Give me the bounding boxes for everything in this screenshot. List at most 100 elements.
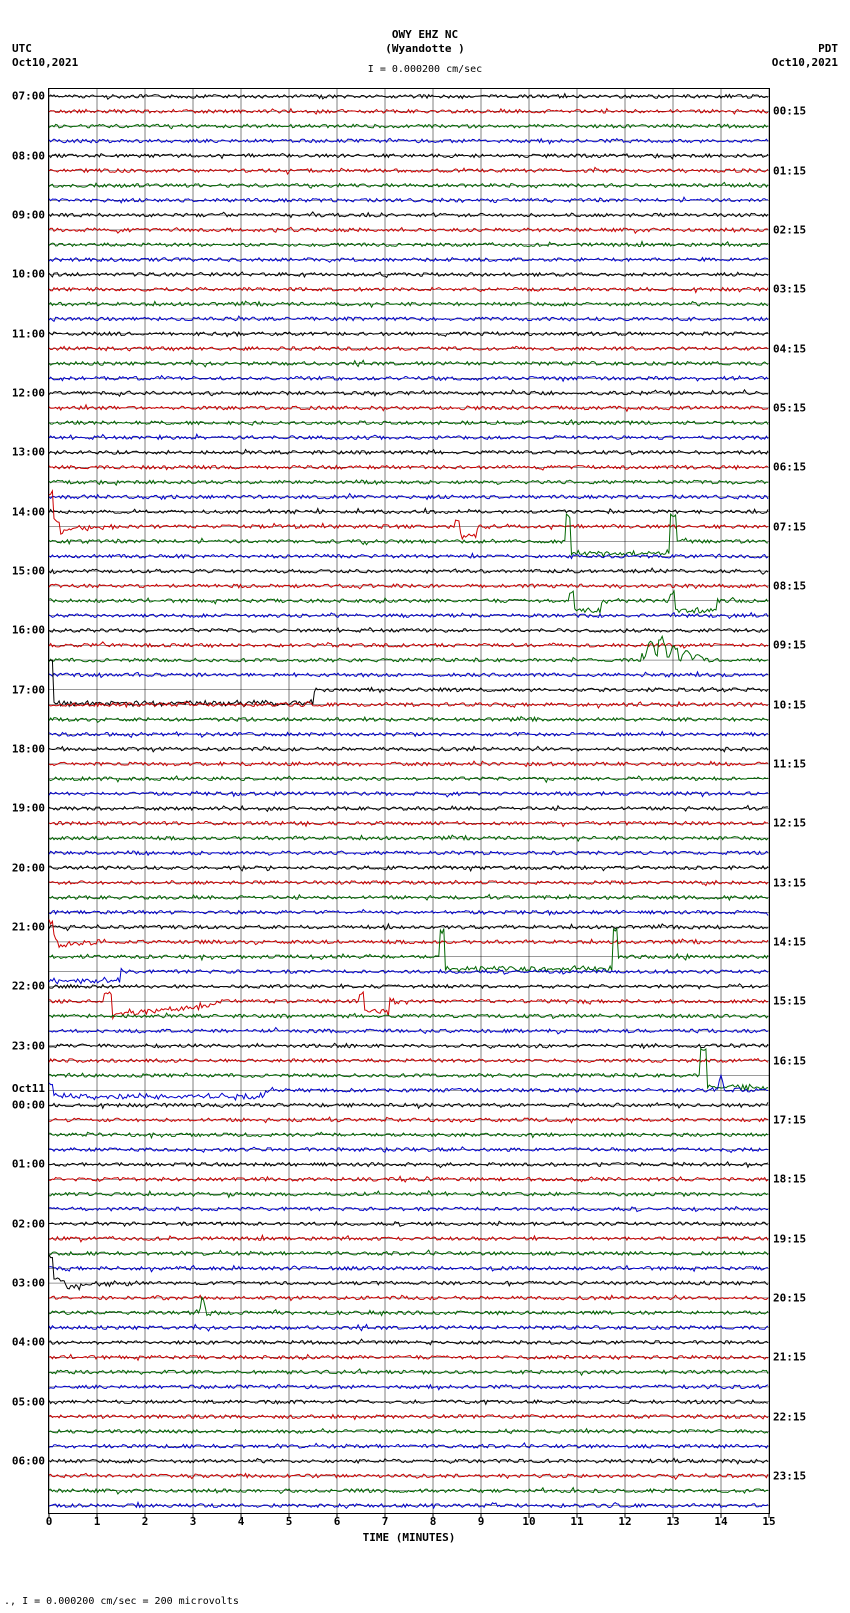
xaxis-tick-label: 2 (142, 1515, 149, 1528)
local-time-label: 01:15 (773, 164, 806, 177)
local-time-label: 05:15 (773, 401, 806, 414)
station-title: OWY EHZ NC (0, 28, 850, 41)
xaxis-tick-label: 14 (714, 1515, 727, 1528)
utc-time-label: 00:00 (12, 1099, 45, 1112)
local-time-label: 14:15 (773, 935, 806, 948)
trace-line (49, 1102, 768, 1108)
left-timezone: UTC (12, 42, 32, 55)
trace-line (49, 508, 768, 513)
local-time-label: 23:15 (773, 1469, 806, 1482)
utc-time-label: 11:00 (12, 327, 45, 340)
trace-line (49, 1132, 768, 1138)
local-time-label: 02:15 (773, 223, 806, 236)
trace-line (49, 1049, 768, 1090)
utc-time-label: 02:00 (12, 1217, 45, 1230)
trace-line (49, 660, 768, 707)
local-time-label: 21:15 (773, 1351, 806, 1364)
trace-line (49, 591, 768, 613)
trace-line (49, 491, 768, 539)
trace-line (49, 1250, 768, 1255)
local-time-label: 15:15 (773, 995, 806, 1008)
utc-time-label: 16:00 (12, 624, 45, 637)
station-subtitle: (Wyandotte ) (0, 42, 850, 55)
right-date: Oct10,2021 (772, 56, 838, 69)
footer-scale: ., I = 0.000200 cm/sec = 200 microvolts (4, 1596, 239, 1607)
trace-line (49, 910, 768, 916)
trace-line (49, 920, 768, 948)
trace-line (49, 1191, 768, 1198)
utc-time-label: 07:00 (12, 90, 45, 103)
utc-time-label: 04:00 (12, 1336, 45, 1349)
utc-time-label: 12:00 (12, 387, 45, 400)
local-time-label: 08:15 (773, 579, 806, 592)
utc-time-label: 09:00 (12, 209, 45, 222)
trace-line (49, 494, 768, 500)
local-time-label: 20:15 (773, 1291, 806, 1304)
trace-line (49, 154, 768, 159)
trace-line (49, 969, 768, 984)
local-time-label: 16:15 (773, 1054, 806, 1067)
utc-time-label: 17:00 (12, 683, 45, 696)
xaxis-tick-label: 3 (190, 1515, 197, 1528)
trace-line (49, 636, 768, 662)
trace-line (49, 1013, 768, 1018)
trace-line (49, 450, 768, 455)
utc-day-label: Oct11 (12, 1082, 45, 1095)
trace-line (49, 1075, 768, 1100)
scale-text: = 0.000200 cm/sec (380, 64, 482, 75)
xaxis-tick-label: 10 (522, 1515, 535, 1528)
seismogram-container: OWY EHZ NC (Wyandotte ) I = 0.000200 cm/… (0, 0, 850, 1613)
trace-line (49, 992, 768, 1018)
trace-line (49, 242, 768, 247)
trace-line (49, 434, 768, 439)
trace-line (49, 924, 768, 931)
left-date: Oct10,2021 (12, 56, 78, 69)
right-timezone: PDT (818, 42, 838, 55)
local-time-label: 03:15 (773, 283, 806, 296)
trace-line (49, 1043, 768, 1048)
trace-line (49, 866, 768, 871)
trace-line (49, 1415, 768, 1420)
trace-line (49, 288, 768, 293)
xaxis-tick-label: 7 (382, 1515, 389, 1528)
xaxis-tick-label: 1 (94, 1515, 101, 1528)
utc-time-label: 23:00 (12, 1039, 45, 1052)
xaxis-tick-label: 15 (762, 1515, 775, 1528)
trace-line (49, 642, 768, 648)
local-time-label: 09:15 (773, 639, 806, 652)
trace-line (49, 332, 768, 337)
trace-line (49, 984, 768, 989)
utc-time-label: 08:00 (12, 149, 45, 162)
helicorder-plot: 07:0008:0009:0010:0011:0012:0013:0014:00… (48, 88, 770, 1514)
utc-time-label: 21:00 (12, 921, 45, 934)
local-time-label: 04:15 (773, 342, 806, 355)
utc-time-label: 05:00 (12, 1395, 45, 1408)
trace-line (49, 791, 768, 797)
xaxis-tick-label: 13 (666, 1515, 679, 1528)
trace-line (49, 821, 768, 826)
trace-line (49, 1176, 768, 1182)
trace-line (49, 1429, 768, 1434)
scale-indicator: I = 0.000200 cm/sec (0, 64, 850, 75)
trace-line (49, 1255, 768, 1290)
xaxis-tick-label: 9 (478, 1515, 485, 1528)
trace-line (49, 1473, 768, 1479)
utc-time-label: 22:00 (12, 980, 45, 993)
trace-line (49, 1502, 768, 1508)
utc-time-label: 10:00 (12, 268, 45, 281)
trace-line (49, 227, 768, 233)
utc-time-label: 14:00 (12, 505, 45, 518)
local-time-label: 18:15 (773, 1173, 806, 1186)
trace-line (49, 1162, 768, 1168)
helicorder-svg (49, 89, 769, 1513)
local-time-label: 13:15 (773, 876, 806, 889)
xaxis-title: TIME (MINUTES) (49, 1531, 769, 1544)
utc-time-label: 03:00 (12, 1277, 45, 1290)
xaxis-tick-label: 4 (238, 1515, 245, 1528)
utc-time-label: 20:00 (12, 861, 45, 874)
trace-line (49, 480, 768, 485)
local-time-label: 19:15 (773, 1232, 806, 1245)
trace-line (49, 138, 768, 143)
xaxis-tick-label: 11 (570, 1515, 583, 1528)
local-time-label: 12:15 (773, 817, 806, 830)
